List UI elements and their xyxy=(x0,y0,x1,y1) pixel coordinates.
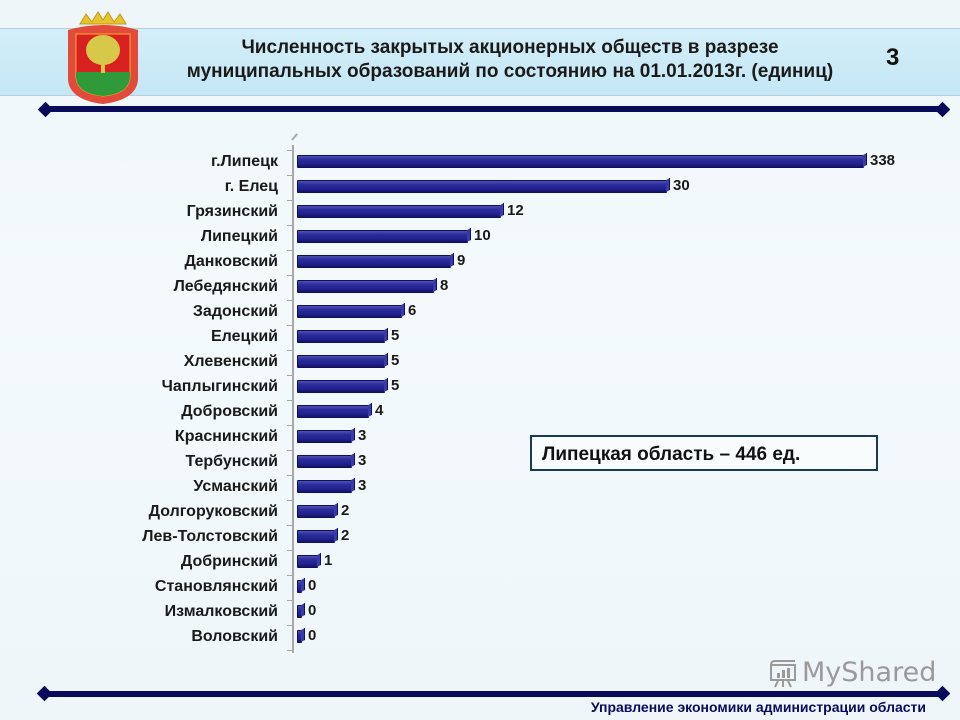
bar-value-label: 5 xyxy=(391,377,400,394)
bar-value-label: 5 xyxy=(391,352,400,369)
bar xyxy=(297,530,335,543)
axis-tick xyxy=(287,425,293,426)
category-label: Лебедянский xyxy=(173,278,278,295)
axis-tick xyxy=(287,450,293,451)
axis-tick xyxy=(287,325,293,326)
axis-tick xyxy=(287,525,293,526)
category-label: г. Елец xyxy=(224,178,278,195)
category-label: Добровский xyxy=(181,403,278,420)
page-title: Численность закрытых акционерных обществ… xyxy=(140,36,880,84)
bar xyxy=(297,580,302,593)
category-label: Лев-Толстовский xyxy=(142,528,278,545)
bar-value-label: 10 xyxy=(474,227,491,244)
category-label: Долгоруковский xyxy=(148,503,278,520)
bar-value-label: 4 xyxy=(375,402,384,419)
axis-tick xyxy=(287,575,293,576)
bar xyxy=(297,555,318,568)
category-label: Воловский xyxy=(191,628,278,645)
bar-value-label: 6 xyxy=(408,302,417,319)
bar xyxy=(297,280,434,293)
footer-text: Управление экономики администрации облас… xyxy=(590,699,926,715)
category-label: Елецкий xyxy=(210,328,278,345)
category-axis xyxy=(292,145,294,653)
total-annotation: Липецкая область – 446 ед. xyxy=(530,435,878,471)
category-label: Тербунский xyxy=(185,453,278,470)
bar-value-label: 2 xyxy=(341,527,350,544)
bar-value-label: 0 xyxy=(308,627,317,644)
axis-tick xyxy=(287,350,293,351)
axis-tick xyxy=(287,625,293,626)
bar-value-label: 3 xyxy=(358,427,367,444)
bar-value-label: 12 xyxy=(507,202,524,219)
diamond-left-top-icon xyxy=(37,101,54,118)
bar xyxy=(297,430,352,443)
bar xyxy=(297,630,302,643)
axis-tick xyxy=(287,600,293,601)
axis-tick xyxy=(287,500,293,501)
bar-value-label: 9 xyxy=(457,252,466,269)
diamond-right-top-icon xyxy=(934,101,951,118)
category-label: Становлянский xyxy=(154,578,278,595)
bar-value-label: 0 xyxy=(308,577,317,594)
page-number: 3 xyxy=(886,44,900,71)
bar-value-label: 3 xyxy=(358,452,367,469)
axis-tick xyxy=(287,550,293,551)
bar xyxy=(297,230,468,243)
diamond-right-bottom-icon xyxy=(934,685,951,702)
axis-tick xyxy=(287,225,293,226)
axis-tick xyxy=(287,250,293,251)
bar xyxy=(297,180,667,193)
bar xyxy=(297,505,335,518)
bar xyxy=(297,605,302,618)
title-band xyxy=(0,28,960,96)
axis-tick xyxy=(287,650,293,651)
axis-tick xyxy=(287,400,293,401)
bar-value-label: 1 xyxy=(324,552,333,569)
bar-value-label: 8 xyxy=(440,277,449,294)
category-label: Добринский xyxy=(180,553,278,570)
bar xyxy=(297,330,385,343)
axis-top-edge xyxy=(291,133,298,141)
category-label: Усманский xyxy=(193,478,278,495)
category-label: Краснинский xyxy=(174,428,278,445)
category-label: г.Липецк xyxy=(211,153,278,170)
axis-tick xyxy=(287,375,293,376)
bar xyxy=(297,355,385,368)
bar-value-label: 338 xyxy=(870,152,896,169)
axis-tick xyxy=(287,300,293,301)
bar xyxy=(297,405,369,418)
bar xyxy=(297,380,385,393)
top-rule xyxy=(46,106,944,112)
category-label: Грязинский xyxy=(186,203,278,220)
title-line-1: Численность закрытых акционерных обществ… xyxy=(241,37,779,58)
bar xyxy=(297,205,501,218)
category-label: Чаплыгинский xyxy=(161,378,278,395)
category-label: Данковский xyxy=(184,253,278,270)
bar xyxy=(297,155,864,168)
bar-value-label: 3 xyxy=(358,477,367,494)
diamond-left-bottom-icon xyxy=(36,685,53,702)
coat-of-arms-icon xyxy=(68,11,138,104)
bar xyxy=(297,455,352,468)
category-label: Измалковский xyxy=(164,603,278,620)
axis-tick xyxy=(287,475,293,476)
bar-value-label: 5 xyxy=(391,327,400,344)
axis-tick xyxy=(287,275,293,276)
watermark: MyShared xyxy=(802,657,937,688)
bar xyxy=(297,255,451,268)
axis-tick xyxy=(287,150,293,151)
bar-value-label: 0 xyxy=(308,602,317,619)
category-label: Задонский xyxy=(192,303,278,320)
title-line-2: муниципальных образований по состоянию н… xyxy=(186,61,834,82)
bottom-rule xyxy=(46,691,944,697)
category-label: Липецкий xyxy=(200,228,278,245)
bar-value-label: 2 xyxy=(341,502,350,519)
bar xyxy=(297,305,402,318)
category-label: Хлевенский xyxy=(183,353,278,370)
myshared-logo-icon xyxy=(770,660,796,688)
bar-value-label: 30 xyxy=(673,177,690,194)
axis-tick xyxy=(287,175,293,176)
bar xyxy=(297,480,352,493)
axis-tick xyxy=(287,200,293,201)
